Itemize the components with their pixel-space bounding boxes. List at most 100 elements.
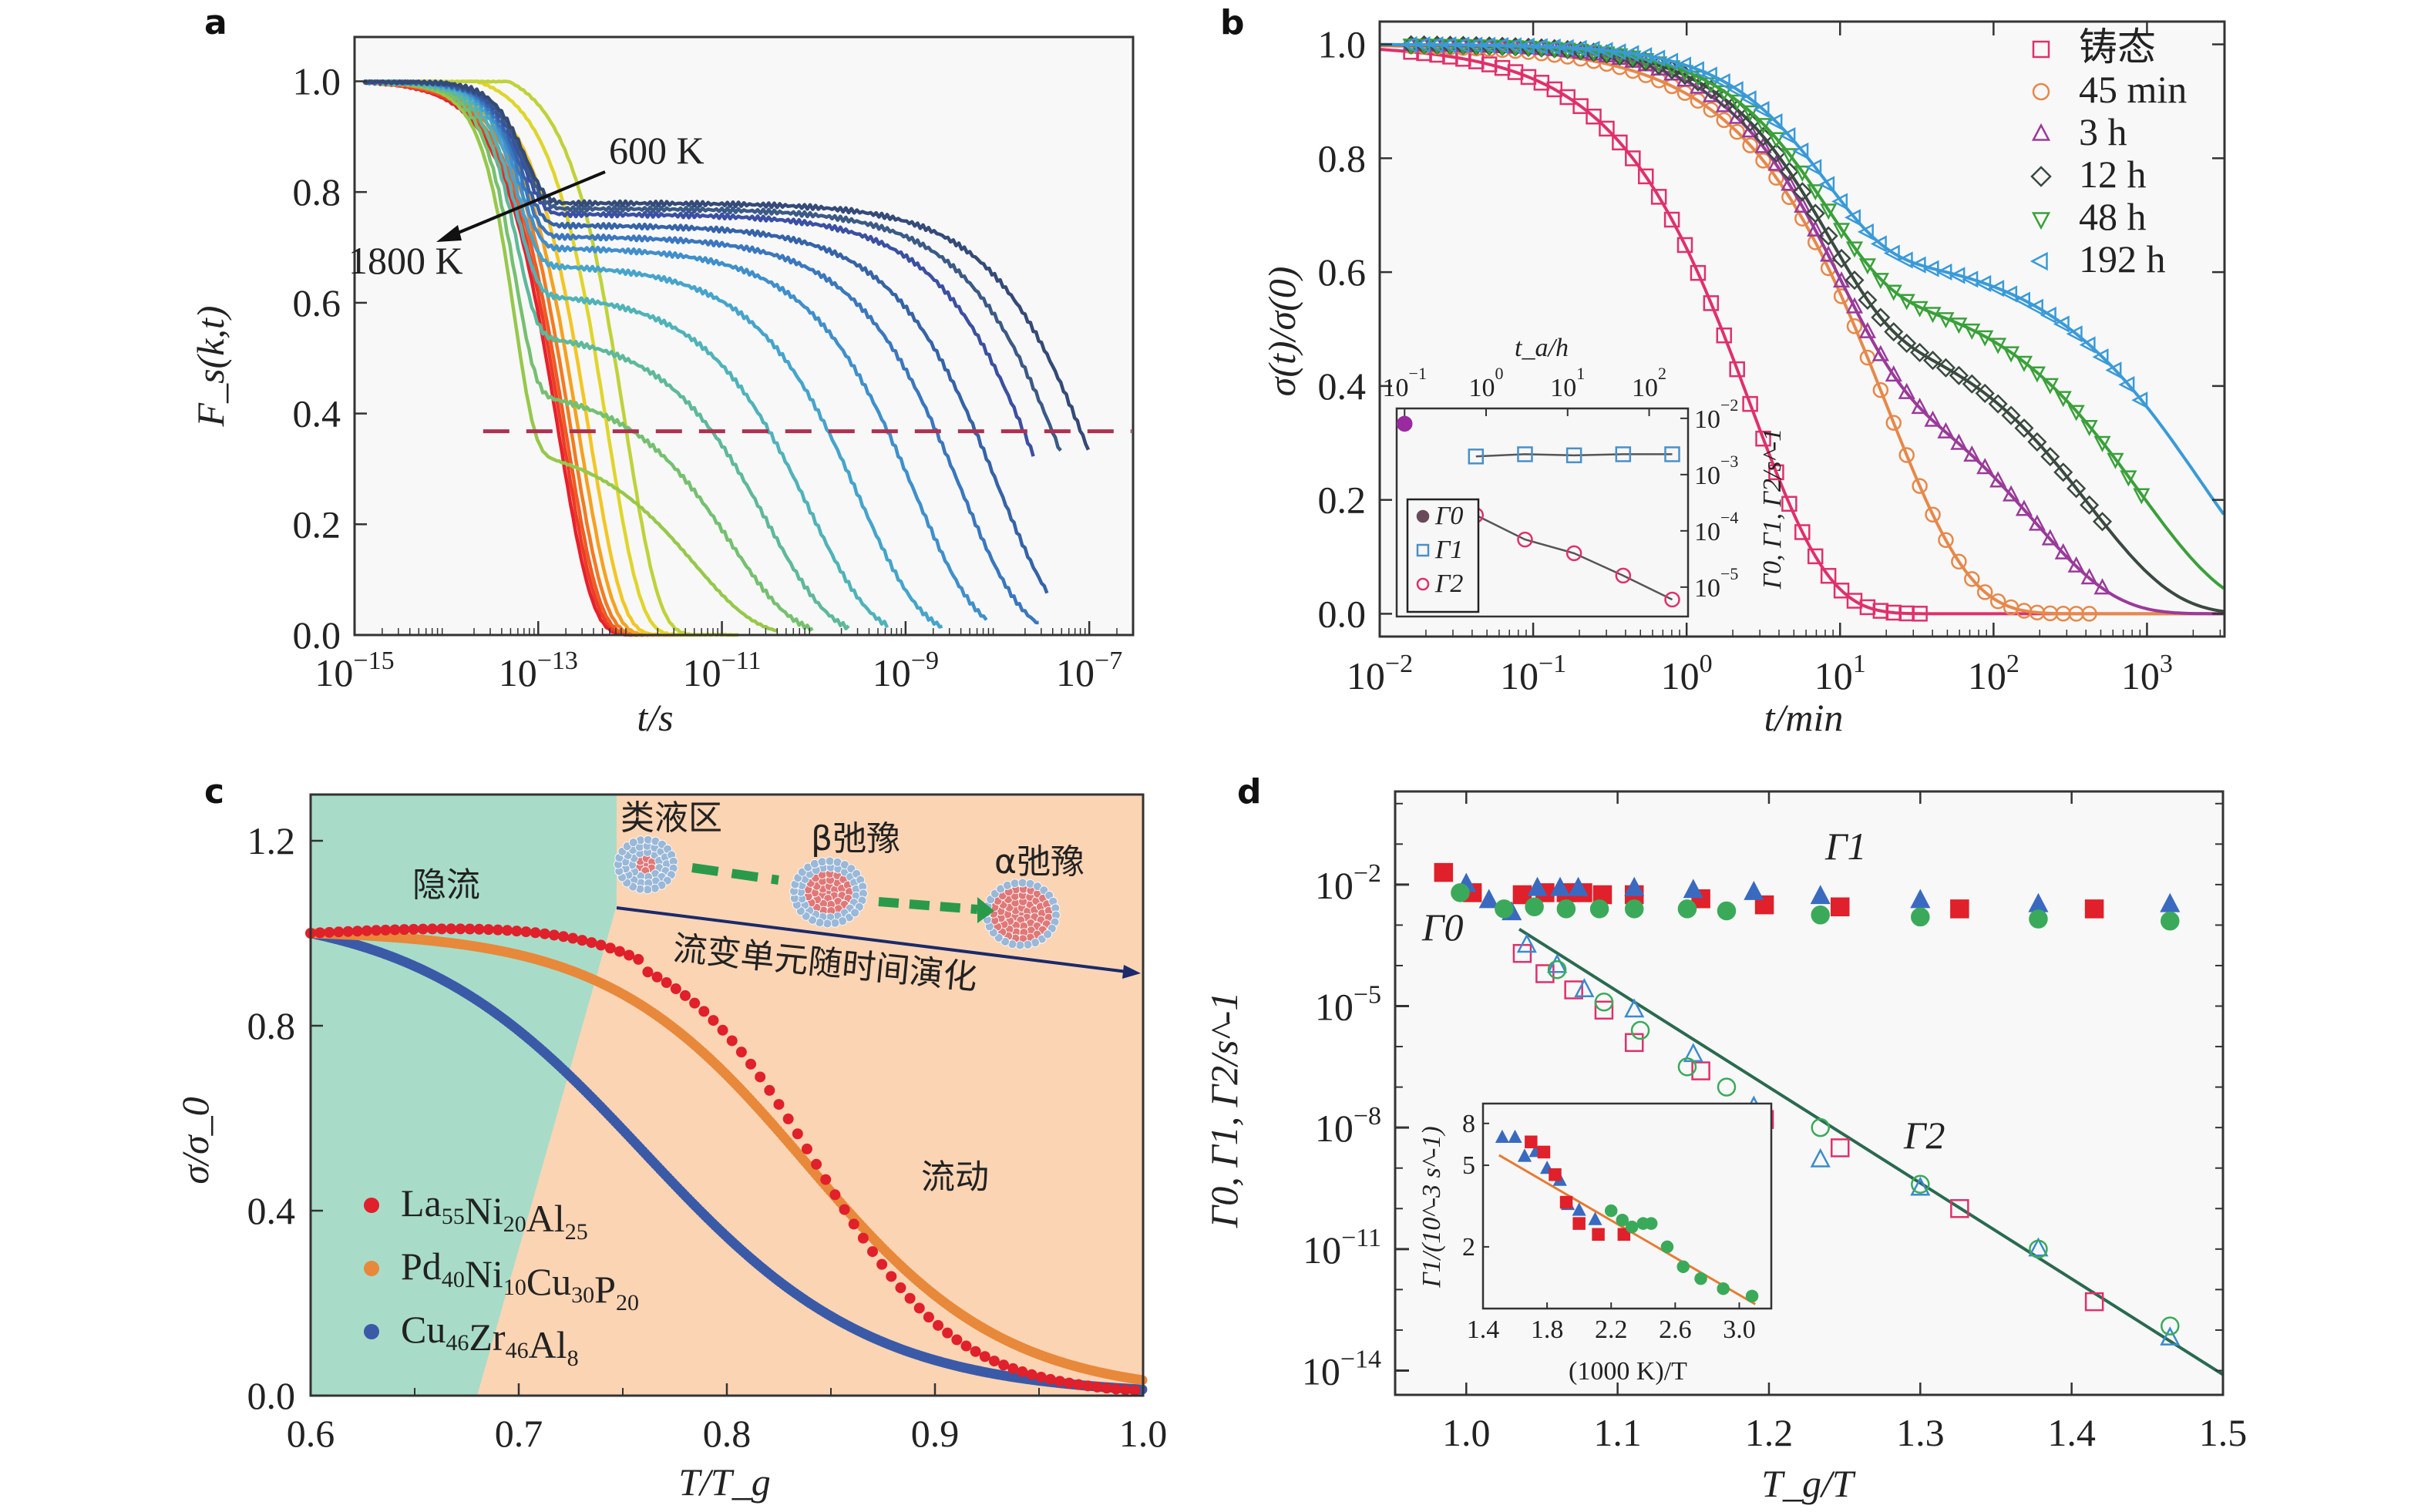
data-point: [1755, 153, 1771, 169]
data-point: [1729, 361, 1745, 378]
data-point: [1912, 478, 1928, 494]
legend-marker: [2030, 166, 2052, 187]
data-point-0: [342, 926, 354, 937]
data-point: [1612, 134, 1628, 151]
y-tick-label: 0.8: [293, 170, 341, 213]
inset-data-point: [1664, 446, 1680, 462]
evolution-arrow-head-icon: [1122, 965, 1141, 979]
data-point: [1624, 50, 1642, 67]
data-point: [1833, 271, 1851, 288]
legend-marker: [2032, 82, 2050, 101]
data-point: [2079, 336, 2096, 354]
data-point: [1807, 184, 1824, 201]
data-point: [1831, 248, 1851, 268]
data-point: [1728, 107, 1746, 124]
data-point-0: [426, 923, 438, 935]
data-point: [1950, 318, 1968, 334]
data-point: [1938, 532, 1954, 548]
data-point: [1559, 89, 1576, 106]
x-tick-label: 100: [1661, 650, 1713, 697]
data-point-0: [539, 928, 550, 939]
data-point: [2066, 479, 2087, 499]
data-point-0: [726, 1035, 738, 1047]
data-point: [1754, 136, 1772, 153]
data-point: [1781, 174, 1798, 191]
y-tick-label: 0.0: [247, 1374, 296, 1417]
data-point: [1807, 220, 1824, 237]
panel-a-arrow: [436, 170, 606, 242]
data-point-0: [1026, 1369, 1037, 1380]
x-tick-label: 1.3: [1896, 1411, 1945, 1454]
panel-a-xlabel: t/s: [637, 696, 673, 739]
x-tick-label: 10−13: [499, 647, 578, 694]
cluster-atom: [1015, 940, 1025, 950]
data-point-0: [1054, 1376, 1065, 1387]
data-point: [1687, 61, 1704, 79]
inset-data-point: [1625, 1220, 1639, 1234]
x-tick-label: 10−11: [683, 647, 762, 694]
y-tick-label: 1.0: [293, 59, 341, 102]
data-point: [1547, 953, 1568, 973]
data-point: [1700, 66, 1717, 84]
annotation-beta-relaxation: β弛豫: [811, 819, 900, 858]
curve-c9: [363, 80, 778, 633]
legend-label: Cu46Zr46Al8: [401, 1308, 579, 1371]
data-point: [1811, 1117, 1830, 1137]
data-point-0: [558, 931, 570, 942]
inset-data-point: [1396, 415, 1413, 432]
data-point-0: [661, 977, 672, 989]
data-point-0: [988, 1356, 1000, 1367]
data-point-0: [371, 925, 382, 936]
panel-a: a 10−15 10−13 10−11 10−9 10−7 0.0 0.2 0.4 0.6 0.8…: [189, 3, 1135, 739]
data-point: [1810, 885, 1831, 905]
data-point: [1975, 383, 1995, 404]
data-point: [1988, 280, 2005, 297]
data-point-0: [811, 1158, 822, 1170]
data-point: [2028, 1237, 2049, 1257]
data-point: [1962, 374, 1982, 394]
data-point: [1677, 1057, 1697, 1077]
data-point: [1989, 471, 2007, 488]
x-tick-label: 10−2: [1347, 650, 1413, 697]
data-point: [1885, 415, 1902, 431]
annotation-gamma1: Γ1: [1824, 825, 1866, 868]
data-point: [1676, 237, 1693, 254]
inset-x-tick-label: 101: [1550, 364, 1585, 402]
inset-fit-line: [1475, 514, 1673, 601]
x-tick-label: 1.1: [1593, 1411, 1642, 1454]
data-point-0: [933, 1319, 944, 1331]
data-point: [1636, 47, 1653, 65]
data-point: [1925, 506, 1941, 523]
legend-marker: [364, 1324, 379, 1339]
data-point-0: [1129, 1385, 1141, 1396]
data-point: [1810, 1147, 1831, 1168]
data-point-0: [735, 1047, 747, 1058]
data-point: [1975, 274, 1992, 292]
data-point: [2161, 911, 2180, 931]
data-point: [2015, 355, 2033, 372]
data-point-0: [1110, 1383, 1122, 1395]
panel-a-ylabel: F_s(k,t): [189, 306, 232, 428]
data-point: [2080, 568, 2098, 585]
inset-data-point: [1572, 1217, 1586, 1230]
data-point: [1690, 264, 1707, 281]
region-label-flow: 流动: [921, 1158, 989, 1197]
data-point: [1598, 46, 1616, 63]
data-point-0: [642, 966, 654, 978]
x-tick-label: 1.0: [1119, 1412, 1168, 1455]
data-point: [1897, 333, 1917, 354]
data-point: [1683, 879, 1703, 899]
inset-data-point: [1617, 1228, 1631, 1242]
data-point-0: [624, 949, 635, 961]
data-point: [2093, 435, 2111, 452]
data-point-0: [351, 926, 363, 937]
data-point: [1742, 137, 1758, 153]
data-point: [1689, 70, 1707, 87]
data-point-0: [586, 937, 597, 949]
data-point-0: [389, 924, 401, 936]
data-point: [2131, 391, 2148, 409]
cluster-atom: [850, 908, 860, 918]
panel-d-inset: 1.4 1.8 2.2 2.6 3.0 2 5 8 (1000 K)/T Γ1/(10^-3 s^…: [1417, 1102, 1773, 1386]
y-tick-label: 0.4: [1318, 365, 1367, 408]
